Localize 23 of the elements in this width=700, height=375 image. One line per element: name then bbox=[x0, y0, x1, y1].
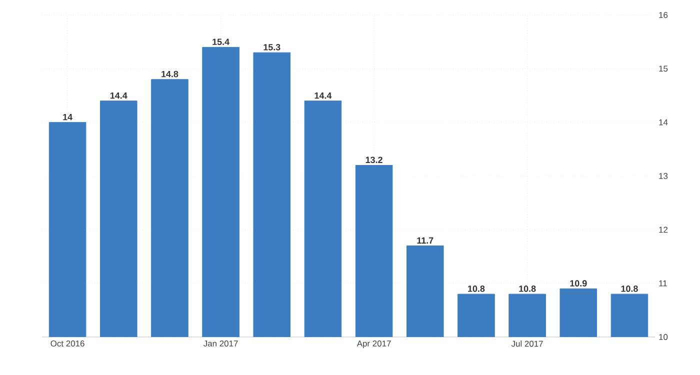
y-tick-label: 14 bbox=[659, 119, 668, 126]
data-label: 15.3 bbox=[264, 44, 280, 50]
y-tick-label: 10 bbox=[659, 334, 668, 340]
data-label: 10.8 bbox=[468, 286, 485, 292]
data-label: 10.8 bbox=[519, 286, 536, 292]
data-label: 13.2 bbox=[366, 156, 382, 164]
data-label: 10.9 bbox=[570, 280, 587, 287]
x-tick-label: Oct 2016 bbox=[50, 340, 84, 347]
x-tick-label: Jul 2017 bbox=[511, 340, 543, 347]
y-tick-label: 15 bbox=[659, 66, 668, 72]
x-tick-label: Jan 2017 bbox=[203, 340, 238, 347]
y-tick-label: 16 bbox=[659, 12, 668, 18]
data-label: 14.8 bbox=[162, 70, 178, 78]
data-label: 14.4 bbox=[314, 92, 332, 99]
x-tick-label: Apr 2017 bbox=[356, 340, 391, 348]
data-label: 15.4 bbox=[212, 38, 230, 46]
data-label: 14.4 bbox=[110, 92, 128, 99]
data-label: 11.7 bbox=[417, 237, 434, 244]
data-label: 14 bbox=[63, 114, 72, 120]
y-tick-label: 11 bbox=[659, 280, 667, 286]
data-label: 10.8 bbox=[621, 286, 638, 292]
y-tick-label: 12 bbox=[659, 226, 668, 233]
y-tick-label: 13 bbox=[659, 173, 668, 179]
